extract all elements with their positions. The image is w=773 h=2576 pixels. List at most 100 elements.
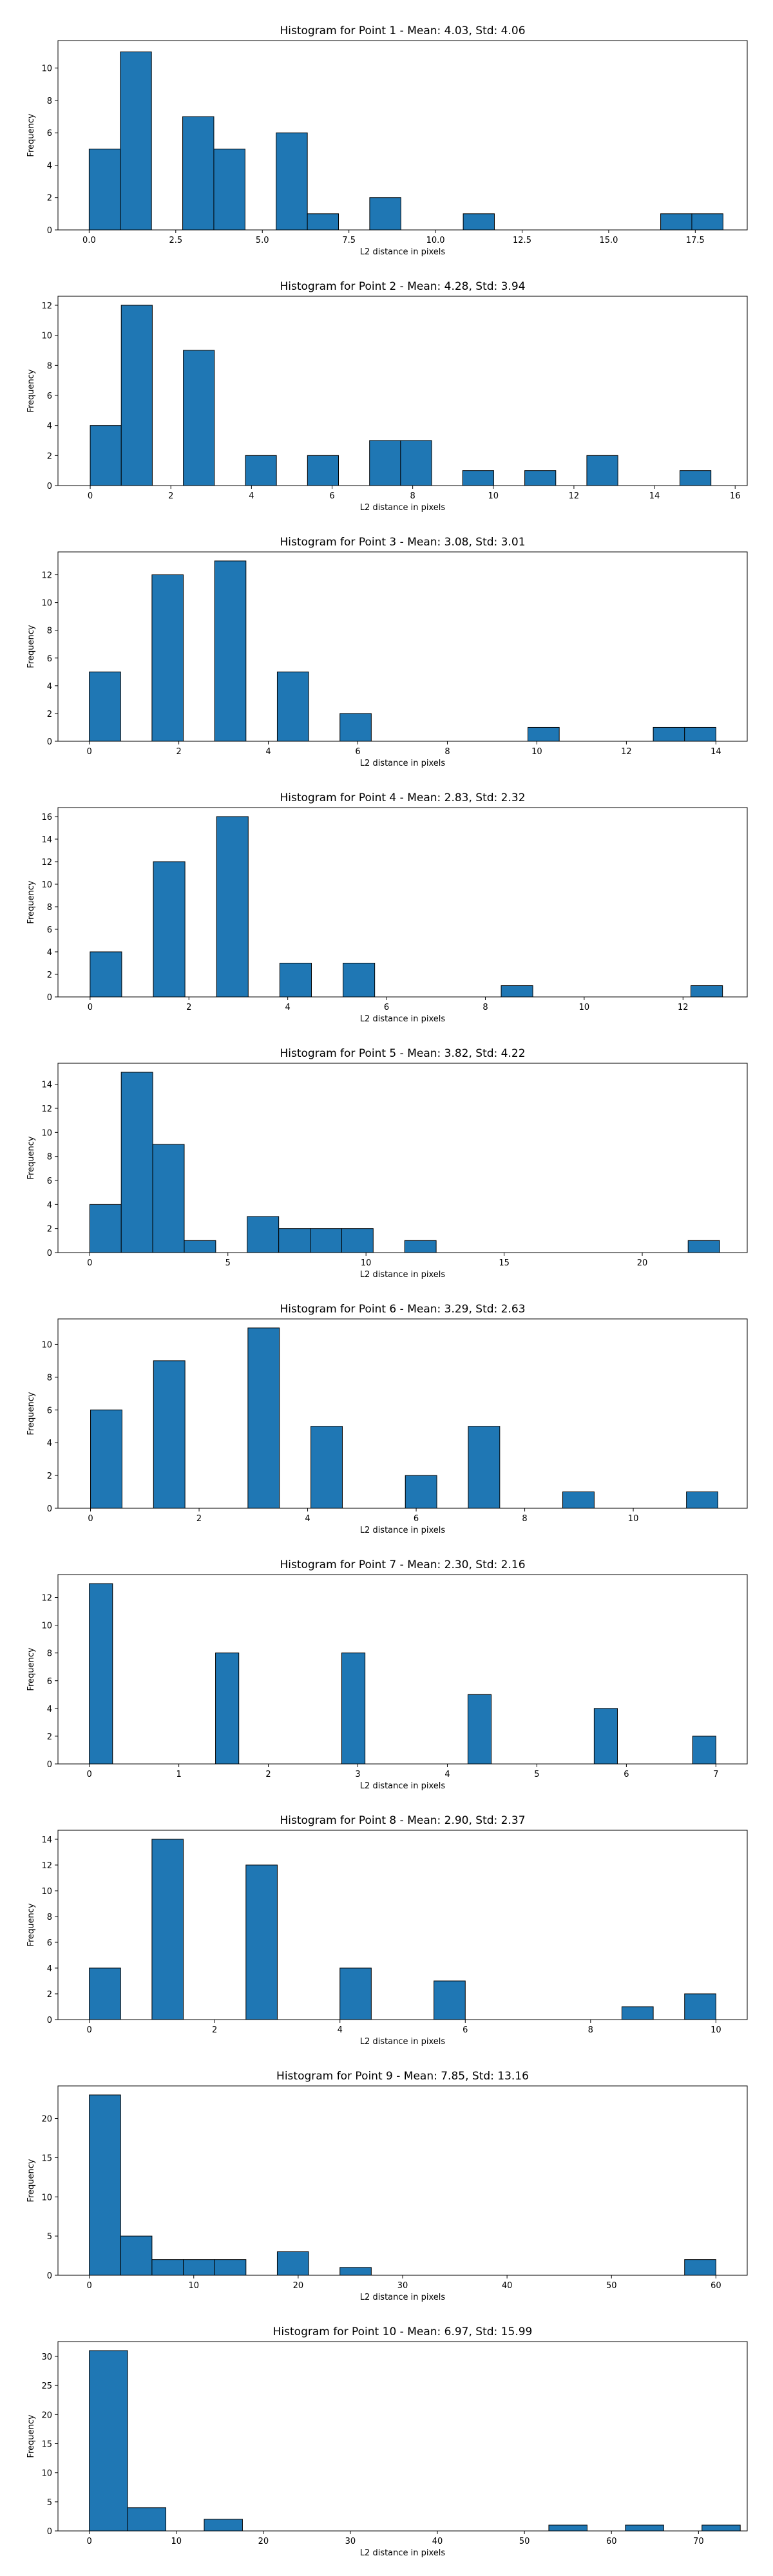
x-tick-label: 8 xyxy=(410,491,415,501)
y-tick-label: 6 xyxy=(47,925,52,935)
y-tick-label: 12 xyxy=(41,1104,52,1114)
chart-title: Histogram for Point 7 - Mean: 2.30, Std:… xyxy=(280,1558,525,1571)
x-tick-label: 2 xyxy=(196,1514,202,1524)
axes-frame xyxy=(57,1318,748,1509)
y-tick-label: 2 xyxy=(47,1990,52,2000)
y-tick-label: 16 xyxy=(41,813,52,822)
histogram-bar xyxy=(680,470,712,486)
y-tick-label: 10 xyxy=(41,1340,52,1350)
y-tick-label: 8 xyxy=(47,903,52,913)
histogram-bar xyxy=(276,2251,309,2276)
y-tick-label: 2 xyxy=(47,1732,52,1742)
x-tick-label: 0 xyxy=(86,2281,91,2291)
y-tick-label: 4 xyxy=(47,161,52,171)
histogram-bar xyxy=(593,1708,618,1765)
histogram-bar xyxy=(153,861,186,998)
histogram-bar xyxy=(660,213,692,231)
histogram-bar xyxy=(369,197,401,231)
x-tick-label: 0 xyxy=(88,1514,93,1524)
axes-frame xyxy=(57,807,748,998)
y-tick-label: 15 xyxy=(41,2154,52,2163)
histogram-bar xyxy=(151,2259,184,2276)
y-tick-label: 8 xyxy=(47,1649,52,1659)
histogram-panel-9: Histogram for Point 9 - Mean: 7.85, Std:… xyxy=(26,2070,748,2302)
y-tick-label: 10 xyxy=(41,332,52,341)
y-tick-label: 15 xyxy=(41,2440,52,2450)
x-tick-label: 2 xyxy=(176,747,181,757)
y-tick-label: 12 xyxy=(41,858,52,867)
x-tick-label: 8 xyxy=(522,1514,527,1524)
histogram-bar xyxy=(434,1980,466,2020)
x-tick-label: 10 xyxy=(628,1514,639,1524)
histogram-bar xyxy=(127,2507,167,2532)
y-tick-label: 4 xyxy=(47,682,52,692)
x-tick-label: 50 xyxy=(519,2537,530,2546)
y-tick-label: 6 xyxy=(47,1177,52,1186)
histogram-bar xyxy=(89,2094,121,2276)
y-tick-label: 8 xyxy=(47,1153,52,1162)
x-tick-label: 20 xyxy=(293,2281,304,2291)
histogram-bar xyxy=(183,2259,215,2276)
chart-title: Histogram for Point 4 - Mean: 2.83, Std:… xyxy=(280,791,525,804)
histogram-bar xyxy=(310,1426,343,1509)
histogram-bar xyxy=(151,574,184,742)
x-tick-label: 60 xyxy=(711,2281,721,2291)
y-tick-label: 5 xyxy=(47,2232,52,2242)
histogram-bar xyxy=(89,1204,122,1253)
histogram-bar xyxy=(215,1653,240,1765)
chart-title: Histogram for Point 2 - Mean: 4.28, Std:… xyxy=(280,280,525,293)
histogram-panel-6: Histogram for Point 6 - Mean: 3.29, Std:… xyxy=(26,1303,748,1535)
x-tick-label: 5 xyxy=(534,1770,539,1779)
y-tick-label: 2 xyxy=(47,194,52,204)
histogram-bar xyxy=(684,1993,716,2020)
x-axis-label: L2 distance in pixels xyxy=(360,2293,446,2302)
y-tick-label: 14 xyxy=(41,1835,52,1845)
histogram-bar xyxy=(562,1492,595,1509)
x-tick-label: 0 xyxy=(86,2025,91,2035)
histogram-bar xyxy=(307,455,339,486)
chart-title: Histogram for Point 5 - Mean: 3.82, Std:… xyxy=(280,1047,525,1060)
histogram-bar xyxy=(684,2259,716,2276)
y-tick-label: 4 xyxy=(47,948,52,958)
histogram-bar xyxy=(120,2235,153,2276)
x-tick-label: 0 xyxy=(86,2537,91,2546)
histogram-bar xyxy=(276,671,309,742)
chart-title: Histogram for Point 6 - Mean: 3.29, Std:… xyxy=(280,1303,525,1316)
axes-frame xyxy=(57,40,748,231)
y-tick-label: 10 xyxy=(41,2193,52,2202)
x-tick-label: 10 xyxy=(361,1258,372,1268)
chart-title: Histogram for Point 3 - Mean: 3.08, Std:… xyxy=(280,536,525,549)
histogram-bar xyxy=(184,1240,216,1253)
x-tick-label: 2 xyxy=(265,1770,271,1779)
x-tick-label: 10 xyxy=(579,1003,590,1012)
y-tick-label: 8 xyxy=(47,1373,52,1383)
y-tick-label: 4 xyxy=(47,1200,52,1210)
x-tick-label: 15 xyxy=(499,1258,510,1268)
x-tick-label: 4 xyxy=(338,2025,343,2035)
axes-frame xyxy=(57,1830,748,2020)
x-tick-label: 14 xyxy=(711,747,721,757)
histogram-bar xyxy=(524,470,557,486)
y-tick-label: 4 xyxy=(47,1439,52,1448)
x-tick-label: 7.5 xyxy=(342,236,356,245)
x-axis-label: L2 distance in pixels xyxy=(360,247,446,257)
histogram-bar xyxy=(692,1736,716,1765)
histogram-bar xyxy=(339,1967,372,2020)
histogram-bar xyxy=(89,671,121,742)
histogram-bar xyxy=(216,816,249,998)
histogram-panel-7: Histogram for Point 7 - Mean: 2.30, Std:… xyxy=(26,1558,748,1791)
y-axis-label: Frequency xyxy=(26,369,36,412)
histogram-bar xyxy=(691,985,723,998)
x-tick-label: 10 xyxy=(171,2537,182,2546)
histogram-bar xyxy=(90,425,122,486)
histogram-bar xyxy=(120,1072,153,1253)
y-tick-label: 10 xyxy=(41,1887,52,1897)
x-tick-label: 4 xyxy=(305,1514,310,1524)
x-tick-label: 60 xyxy=(606,2537,617,2546)
histogram-bar xyxy=(307,213,339,231)
x-tick-label: 10 xyxy=(531,747,542,757)
histogram-bar xyxy=(245,1864,278,2020)
histogram-bar xyxy=(684,726,716,742)
chart-title: Histogram for Point 9 - Mean: 7.85, Std:… xyxy=(276,2070,529,2083)
y-tick-label: 6 xyxy=(47,129,52,138)
